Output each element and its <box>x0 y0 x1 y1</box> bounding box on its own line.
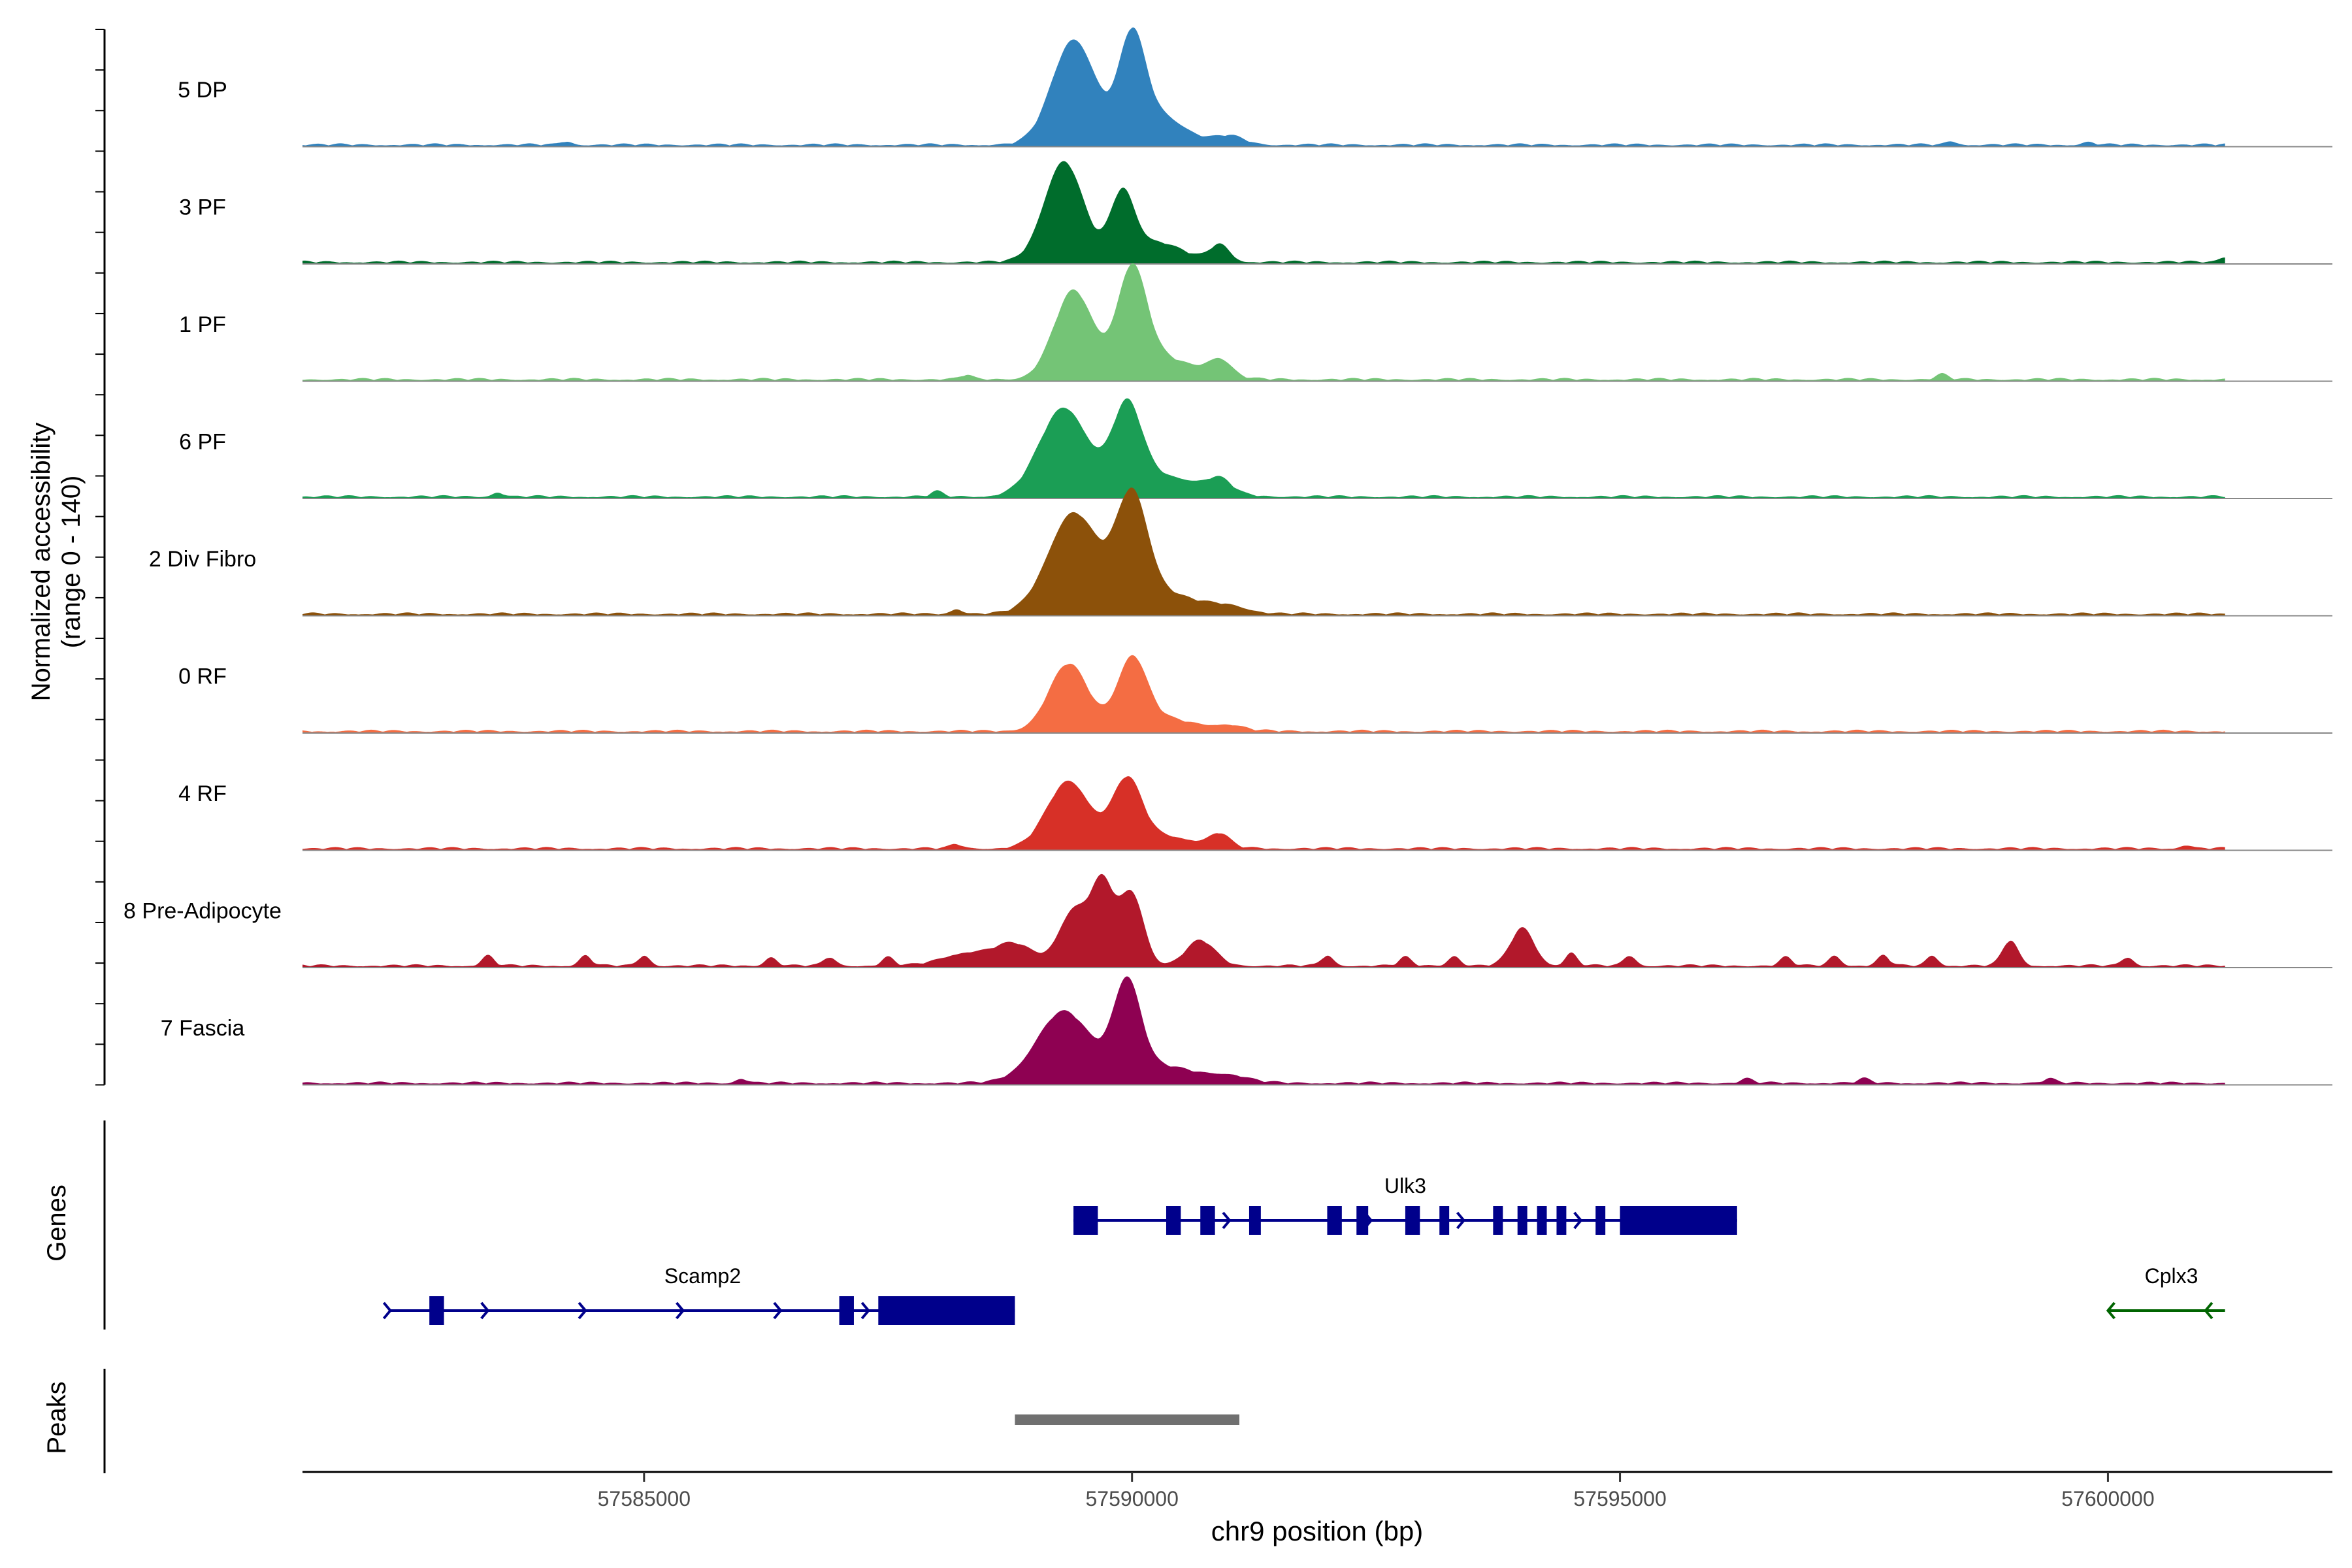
strand-arrow <box>1456 1211 1466 1230</box>
coverage-area <box>302 487 2225 616</box>
track-label: 4 RF <box>178 781 227 806</box>
track-label: 2 Div Fibro <box>149 547 256 572</box>
gene-exon <box>1356 1206 1369 1235</box>
coverage-area <box>302 263 2225 382</box>
gene-exon <box>1405 1206 1420 1235</box>
strand-arrow <box>480 1301 490 1320</box>
strand-arrow <box>1364 1211 1373 1230</box>
gene-exon <box>1517 1206 1527 1235</box>
peaks-axis-label: Peaks <box>42 1381 71 1454</box>
track-label: 5 DP <box>178 78 227 103</box>
x-axis: 57585000 57590000 57595000 57600000 <box>302 1471 2332 1511</box>
gene-exon <box>1166 1206 1181 1235</box>
strand-arrow <box>382 1301 393 1320</box>
x-axis-label: chr9 position (bp) <box>1211 1516 1424 1546</box>
coverage-area <box>302 976 2225 1085</box>
strand-arrow <box>2204 1301 2213 1320</box>
gene-name-label: Cplx3 <box>2145 1264 2198 1288</box>
x-tick-label: 57590000 <box>1086 1487 1179 1511</box>
x-tick-label: 57600000 <box>2061 1487 2154 1511</box>
coverage-area <box>302 655 2225 733</box>
track-label: 0 RF <box>178 664 227 689</box>
gene-name-label: Ulk3 <box>1384 1174 1426 1198</box>
gene-exon <box>1327 1206 1342 1235</box>
gene-exon <box>1439 1206 1450 1235</box>
strand-arrow <box>773 1301 783 1320</box>
strand-arrow <box>1573 1211 1583 1230</box>
track-label: 1 PF <box>179 312 226 337</box>
genes-axis-label: Genes <box>42 1184 71 1262</box>
y-axis-label-line1: Normalized accessibility <box>27 423 56 702</box>
coverage-area <box>302 398 2225 498</box>
strand-arrow <box>860 1301 870 1320</box>
coverage-area <box>302 161 2225 264</box>
peak-track <box>103 1369 1239 1473</box>
gene-exon <box>1493 1206 1503 1235</box>
track-label: 7 Fascia <box>161 1016 245 1041</box>
peak-region <box>1015 1414 1239 1425</box>
track-label: 8 Pre-Adipocyte <box>123 898 282 923</box>
gene-exon <box>429 1296 444 1325</box>
coverage-area <box>302 776 2225 851</box>
strand-arrow <box>1222 1211 1232 1230</box>
strand-arrow <box>2106 1301 2115 1320</box>
x-tick-label: 57585000 <box>598 1487 691 1511</box>
strand-arrow <box>676 1301 685 1320</box>
gene-exon <box>1556 1206 1567 1235</box>
track-label: 3 PF <box>179 195 226 220</box>
gene-exon <box>1537 1206 1547 1235</box>
gene-exon <box>1073 1206 1098 1235</box>
gene-exon <box>1249 1206 1261 1235</box>
coverage-area <box>302 27 2225 147</box>
gene-exon <box>1620 1206 1737 1235</box>
gene-exon <box>1200 1206 1215 1235</box>
coverage-area <box>302 874 2225 968</box>
strand-arrow <box>578 1301 587 1320</box>
gene-exon <box>839 1296 854 1325</box>
gene-track: Ulk3 Scamp2 Cplx3 <box>103 1120 2225 1330</box>
coverage-tracks: 5 DP 3 PF 1 PF 6 PF 2 Div Fibro 0 RF 4 RF 8 Pre… <box>95 27 2332 1086</box>
gene-name-label: Scamp2 <box>664 1264 741 1288</box>
gene-exon <box>878 1296 1015 1325</box>
y-axis-label-line2: (range 0 - 140) <box>57 476 86 649</box>
x-tick-label: 57595000 <box>1573 1487 1666 1511</box>
track-label: 6 PF <box>179 429 226 454</box>
gene-exon <box>1595 1206 1606 1235</box>
